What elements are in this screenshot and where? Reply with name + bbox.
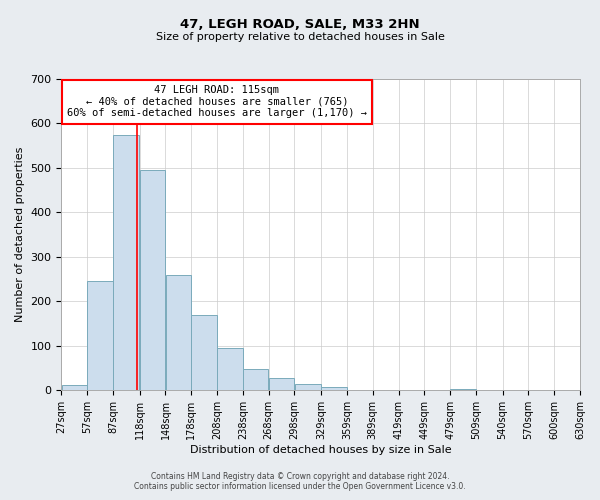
Bar xyxy=(140,170,165,390)
Text: 47 LEGH ROAD: 115sqm
← 40% of detached houses are smaller (765)
60% of semi-deta: 47 LEGH ROAD: 115sqm ← 40% of detached h… xyxy=(67,85,367,118)
Bar xyxy=(217,348,242,391)
Text: Contains HM Land Registry data © Crown copyright and database right 2024.: Contains HM Land Registry data © Crown c… xyxy=(151,472,449,481)
Bar xyxy=(113,134,139,390)
Text: Size of property relative to detached houses in Sale: Size of property relative to detached ho… xyxy=(155,32,445,42)
Text: Contains public sector information licensed under the Open Government Licence v3: Contains public sector information licen… xyxy=(134,482,466,491)
Bar xyxy=(166,274,191,390)
Bar xyxy=(295,384,321,390)
Bar xyxy=(62,385,87,390)
Text: 47, LEGH ROAD, SALE, M33 2HN: 47, LEGH ROAD, SALE, M33 2HN xyxy=(180,18,420,30)
Y-axis label: Number of detached properties: Number of detached properties xyxy=(15,147,25,322)
Bar xyxy=(88,282,113,391)
Bar xyxy=(322,387,347,390)
Bar xyxy=(243,369,268,390)
Bar xyxy=(269,378,294,390)
X-axis label: Distribution of detached houses by size in Sale: Distribution of detached houses by size … xyxy=(190,445,452,455)
Bar xyxy=(451,388,476,390)
Bar xyxy=(191,314,217,390)
